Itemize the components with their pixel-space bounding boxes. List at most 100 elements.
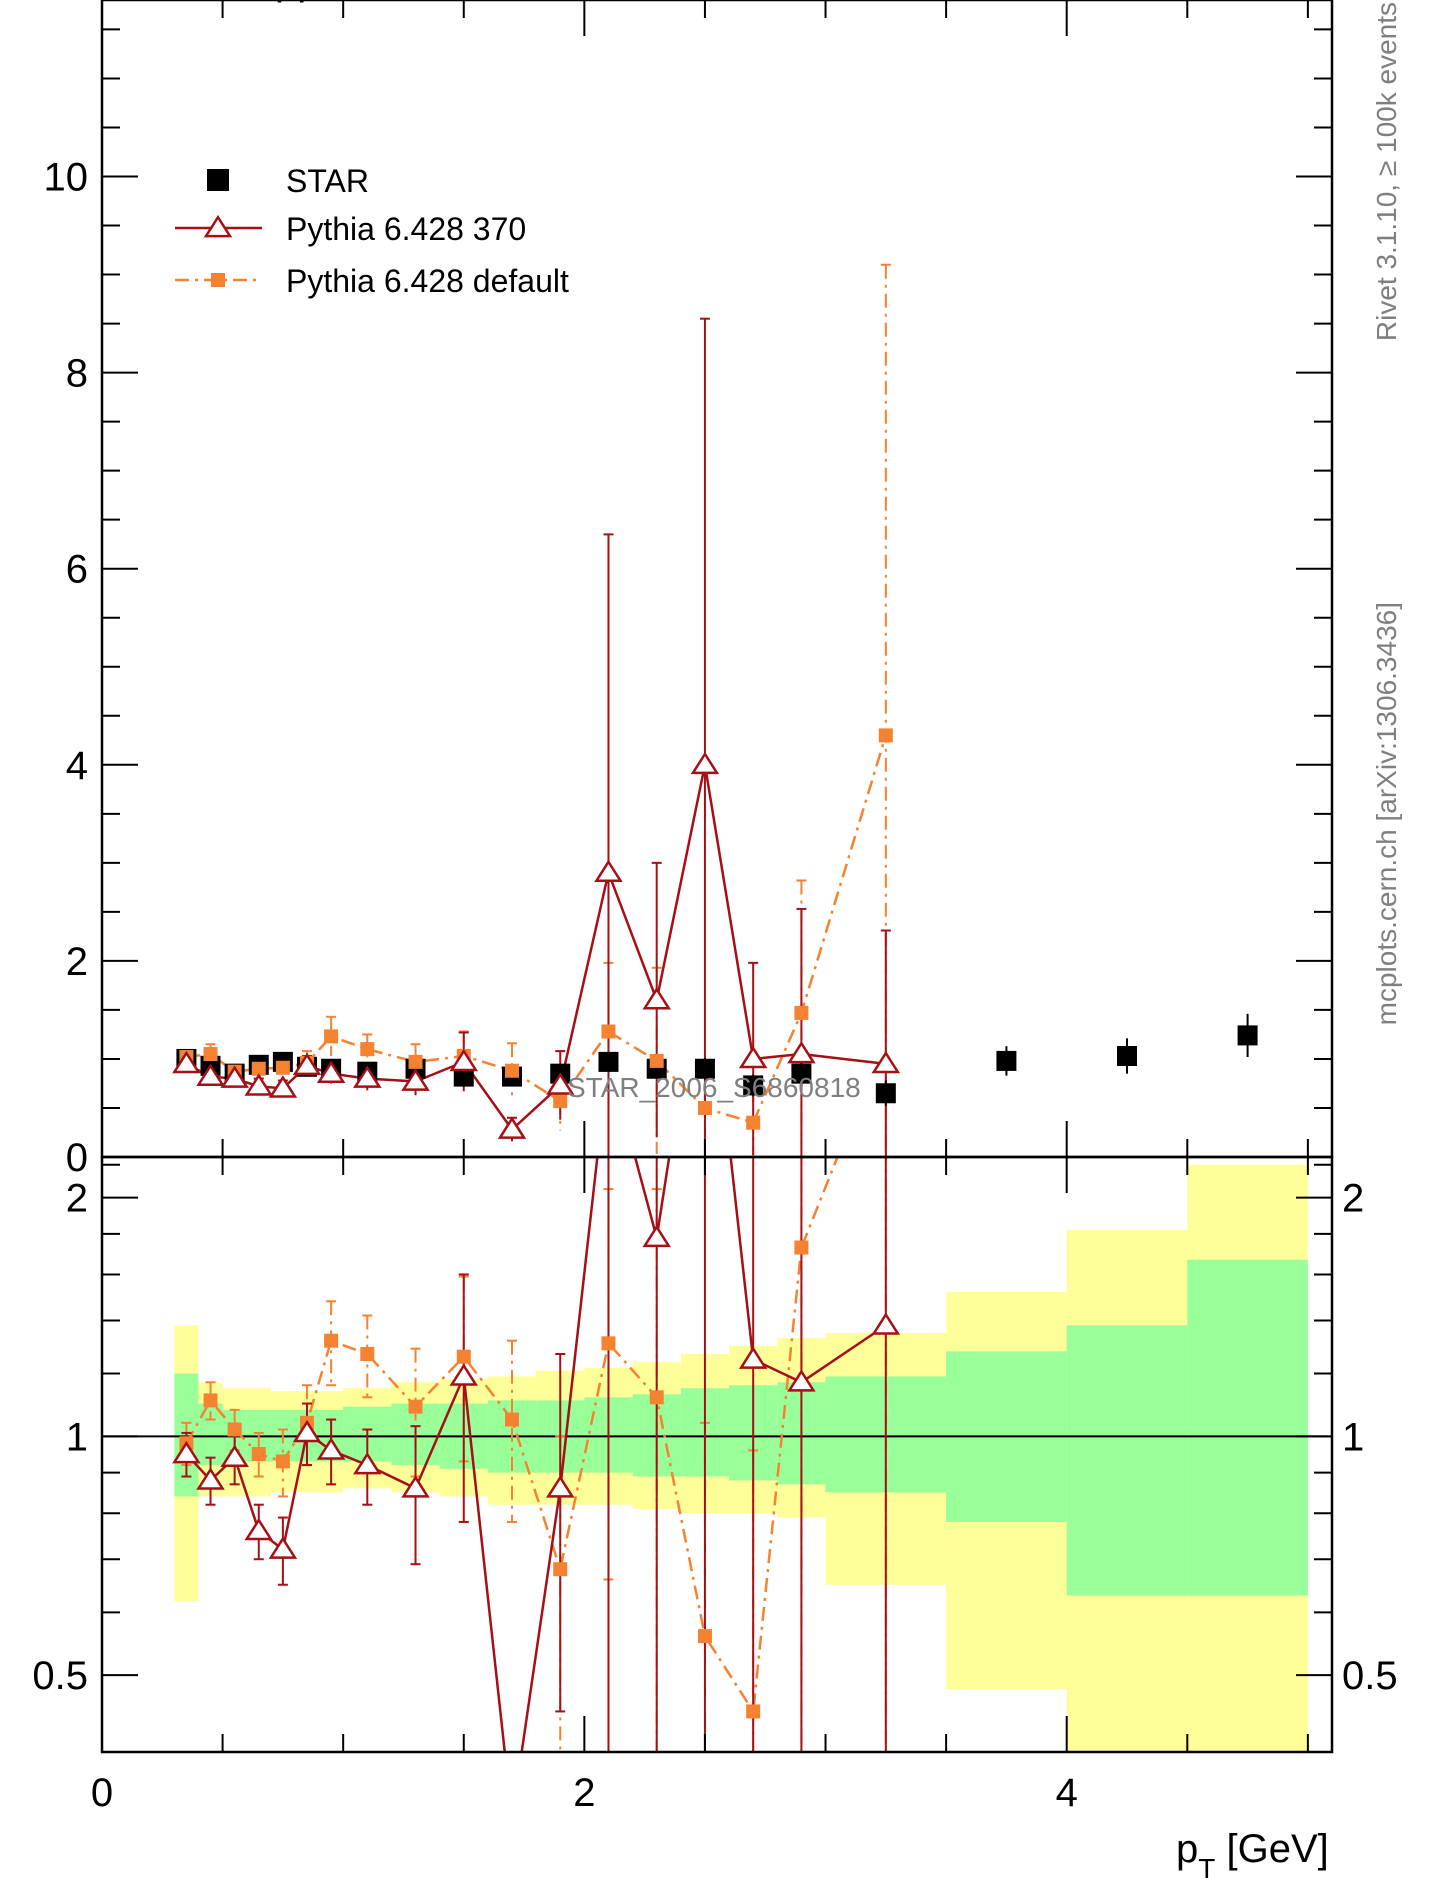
data-point-triangle — [545, 1072, 575, 1095]
data-point-triangle — [401, 1068, 430, 1091]
y-tick-label: 6 — [66, 548, 88, 592]
data-point-square — [746, 1704, 761, 1719]
data-point-triangle — [871, 1050, 901, 1074]
data-point-square — [1117, 1046, 1137, 1067]
x-axis-title-text: pT [GeV] — [1176, 1827, 1329, 1884]
x-axis-title: pT [GeV] — [1176, 1827, 1329, 1884]
main-series — [172, 263, 1258, 1157]
ratio-y-tick-label: 2 — [66, 1177, 88, 1221]
legend-label: STAR — [286, 163, 369, 199]
legend: STAR Pythia 6.428 370 Pythia 6.428 default — [175, 163, 569, 299]
ratio-y-tick-label-right: 0.5 — [1342, 1654, 1398, 1698]
data-point-square — [878, 728, 893, 743]
data-point-square — [207, 169, 229, 191]
data-point-triangle — [738, 1346, 768, 1369]
data-point-square — [601, 1336, 616, 1351]
data-point-square — [601, 1024, 616, 1039]
data-point-triangle — [244, 1517, 274, 1541]
data-point-square — [794, 1005, 809, 1020]
data-point-square — [697, 1100, 712, 1115]
data-point-square — [794, 1240, 809, 1255]
data-point-triangle — [871, 1312, 901, 1335]
data-point-triangle — [449, 1363, 479, 1386]
data-point-square — [456, 1349, 471, 1364]
data-point-triangle — [196, 1467, 225, 1490]
mcplots-note: mcplots.cern.ch [arXiv:1306.3436] — [1371, 602, 1402, 1025]
data-point-triangle — [594, 859, 623, 883]
data-point-triangle — [268, 1075, 298, 1098]
data-point-triangle — [353, 1065, 382, 1088]
x-tick-label: 2 — [573, 1771, 595, 1815]
data-point-triangle — [353, 1451, 382, 1475]
data-point-square — [505, 1412, 519, 1427]
data-point-square — [743, 1075, 764, 1096]
data-point-triangle — [642, 986, 671, 1010]
ratio-y-tick-label-right: 2 — [1342, 1177, 1364, 1221]
watermark: STAR_2006_S6860818 — [567, 1072, 861, 1103]
rivet-version-note: Rivet 3.1.10, ≥ 100k events — [1371, 2, 1402, 341]
data-point-triangle — [497, 1116, 527, 1139]
data-point-triangle — [690, 751, 720, 775]
data-point-triangle — [292, 1052, 322, 1076]
data-point-triangle — [196, 1063, 225, 1086]
data-point-square — [360, 1042, 375, 1057]
data-point-square — [553, 1094, 568, 1109]
y-tick-label: 2 — [66, 940, 88, 984]
data-point-triangle — [244, 1073, 274, 1096]
ratio-series-line — [185, 1157, 839, 1716]
data-point-triangle — [545, 1475, 575, 1498]
data-point-square — [791, 1063, 812, 1084]
ratio-y-tick-label: 1 — [66, 1415, 88, 1459]
data-point-triangle — [500, 1807, 524, 1826]
data-point-triangle — [172, 1050, 201, 1074]
ratio-frame — [100, 1155, 1334, 1754]
data-point-triangle — [292, 1419, 322, 1443]
data-point-square — [746, 1115, 761, 1130]
data-point-square — [251, 1447, 266, 1462]
stat-uncertainty-band — [1066, 1325, 1188, 1596]
data-point-triangle — [787, 1040, 816, 1064]
data-point-square — [203, 1047, 218, 1062]
axes — [100, 0, 1334, 1754]
ratio-series — [172, 1157, 901, 1826]
data-point-square — [251, 1061, 266, 1076]
data-point-triangle — [449, 1048, 479, 1072]
data-point-square — [598, 1051, 619, 1072]
legend-label: Pythia 6.428 370 — [286, 211, 526, 247]
stat-uncertainty-band — [1187, 1259, 1308, 1596]
data-point-square — [360, 1347, 375, 1362]
data-point-triangle — [220, 1444, 249, 1468]
data-point-triangle — [220, 1065, 249, 1088]
data-point-square — [996, 1050, 1017, 1071]
data-point-triangle — [268, 1536, 298, 1559]
data-point-triangle — [316, 1437, 346, 1460]
data-point-square — [505, 1063, 519, 1078]
data-point-triangle — [642, 1224, 671, 1248]
ratio-series-line — [185, 1157, 887, 1752]
data-point-square — [697, 1629, 712, 1644]
data-point-square — [453, 1066, 474, 1087]
data-point-square — [275, 1060, 290, 1075]
data-point-square — [324, 1029, 339, 1044]
data-point-square — [211, 273, 225, 287]
data-point-square — [694, 1058, 715, 1079]
ratio-y-tick-label: 0.5 — [32, 1654, 88, 1698]
data-point-triangle — [316, 1060, 346, 1084]
y-tick-label: 10 — [44, 155, 89, 199]
data-point-square — [553, 1562, 568, 1577]
legend-label: Pythia 6.428 default — [286, 263, 569, 299]
data-point-square — [275, 1454, 290, 1469]
data-point-square — [1237, 1025, 1258, 1046]
data-point-square — [649, 1053, 664, 1068]
data-point-square — [875, 1083, 896, 1104]
x-tick-label: 0 — [91, 1771, 113, 1815]
y-tick-label: 4 — [66, 744, 88, 788]
data-point-triangle — [172, 1440, 201, 1464]
y-tick-label: 0 — [66, 1136, 88, 1180]
chart-title-fragment: pp — [275, 0, 320, 3]
data-point-square — [408, 1399, 423, 1414]
data-point-square — [408, 1054, 423, 1069]
data-point-square — [649, 1390, 664, 1405]
